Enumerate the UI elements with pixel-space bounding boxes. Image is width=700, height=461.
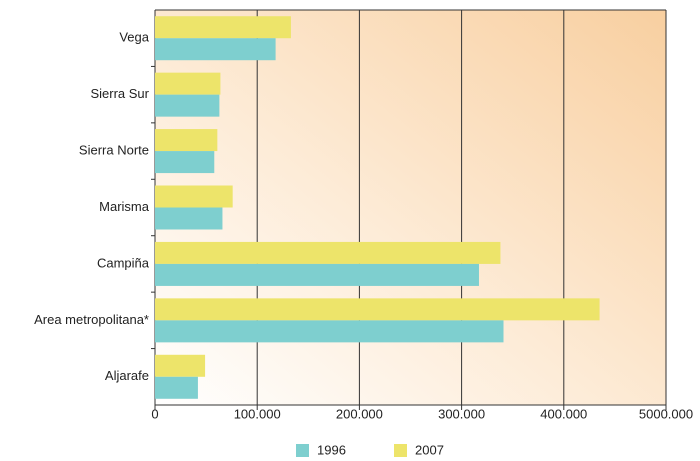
bar — [155, 298, 600, 321]
y-tick-label: Marisma — [99, 199, 150, 214]
x-tick-label: 5000.000 — [639, 406, 693, 421]
x-tick-label: 300.000 — [438, 406, 485, 421]
y-tick-label: Sierra Sur — [90, 86, 149, 101]
legend-label: 1996 — [317, 442, 346, 457]
bar — [155, 241, 501, 264]
x-tick-label: 400.000 — [540, 406, 587, 421]
y-tick-label: Area metropolitana* — [34, 312, 149, 327]
bar — [155, 320, 504, 343]
bar — [155, 185, 233, 208]
bar — [155, 207, 223, 230]
bar — [155, 263, 479, 286]
legend-swatch — [296, 444, 309, 457]
y-tick-label: Aljarafe — [105, 368, 149, 383]
bar — [155, 376, 198, 399]
bar — [155, 354, 206, 377]
bar — [155, 129, 218, 152]
bar — [155, 72, 221, 95]
y-tick-label: Campiña — [97, 255, 150, 270]
bar — [155, 94, 220, 117]
bar — [155, 38, 276, 61]
y-tick-label: Vega — [119, 30, 149, 45]
bar — [155, 16, 291, 39]
legend-swatch — [394, 444, 407, 457]
x-tick-label: 0 — [151, 406, 158, 421]
bar — [155, 151, 215, 174]
x-tick-label: 100.000 — [234, 406, 281, 421]
legend-label: 2007 — [415, 442, 444, 457]
y-tick-label: Sierra Norte — [79, 143, 149, 158]
x-tick-label: 200.000 — [336, 406, 383, 421]
